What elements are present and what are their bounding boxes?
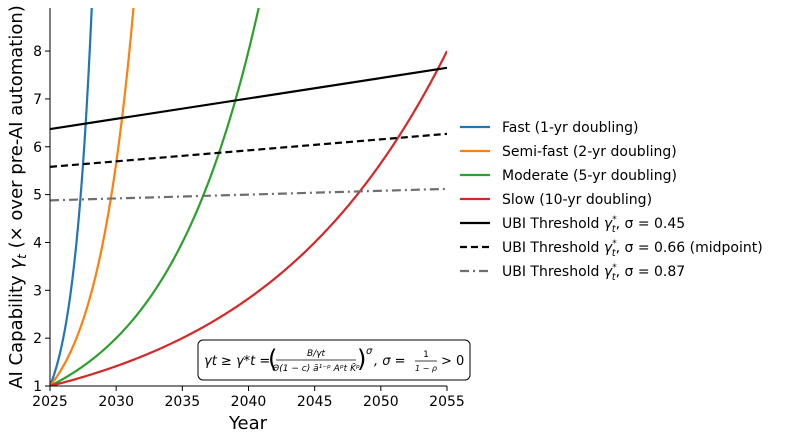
y-tick-label: 3 bbox=[33, 283, 42, 299]
x-tick-label: 2050 bbox=[363, 394, 399, 410]
y-axis-label: AI Capability γt (× over pre-AI automati… bbox=[6, 5, 29, 389]
legend-label-ubi-threshold-t-0-87: UBI Threshold γ* t, σ = 0.87 bbox=[502, 263, 685, 283]
y-tick-label: 4 bbox=[33, 235, 42, 251]
series-line-slow-10-yr-doubling bbox=[50, 50, 447, 386]
legend: Fast (1-yr doubling) Semi-fast (2-yr doub… bbox=[460, 120, 763, 283]
y-tick-label: 8 bbox=[33, 44, 42, 60]
annotation-numerator: B/γt bbox=[307, 349, 326, 359]
series-line-moderate-5-yr-doubling bbox=[50, 8, 260, 386]
annotation-frac-den: 1 − ρ bbox=[415, 364, 437, 373]
legend-label-semi-fast-2-yr-doubling: Semi-fast (2-yr doubling) bbox=[502, 144, 677, 160]
x-axis-label: Year bbox=[228, 413, 268, 434]
series-line-ubi-threshold-t-0-87 bbox=[50, 187, 447, 202]
series-line-semi-fast-2-yr-doubling bbox=[50, 8, 135, 386]
annotation-rhs: , σ = bbox=[374, 354, 406, 369]
legend-label-moderate-5-yr-doubling: Moderate (5-yr doubling) bbox=[502, 168, 677, 184]
y-tick-label: 5 bbox=[33, 188, 42, 204]
legend-label-ubi-threshold-t-0-45: UBI Threshold γ* t, σ = 0.45 bbox=[502, 215, 685, 235]
x-tick-label: 2055 bbox=[429, 394, 465, 410]
y-tick-label: 2 bbox=[33, 331, 42, 347]
y-tick-label: 6 bbox=[33, 140, 42, 156]
legend-label-slow-10-yr-doubling: Slow (10-yr doubling) bbox=[502, 192, 652, 208]
plot-area bbox=[49, 8, 447, 387]
svg-text:AI Capability γt (× over pre-A: AI Capability γt (× over pre-AI automati… bbox=[6, 5, 29, 389]
annotation-paren-left: ( bbox=[268, 345, 277, 373]
annotation-lhs: γt ≥ γ*t = bbox=[204, 354, 270, 369]
x-tick-label: 2040 bbox=[231, 394, 267, 410]
annotation-tail: > 0 bbox=[441, 354, 464, 369]
series-line-fast-1-yr-doubling bbox=[50, 8, 93, 386]
x-tick-label: 2030 bbox=[98, 394, 134, 410]
annotation-exponent: σ bbox=[366, 346, 373, 357]
x-tick-label: 2035 bbox=[165, 394, 201, 410]
annotation-denominator: Θ(1 − c) ā¹⁻ᵖ Aᵖt K̄ᵖ bbox=[272, 362, 360, 374]
x-tick-label: 2045 bbox=[297, 394, 333, 410]
annotation-frac-num: 1 bbox=[423, 350, 429, 360]
annotation-paren-right: ) bbox=[357, 345, 366, 373]
formula-annotation: γt ≥ γ*t = ( B/γt Θ(1 − c) ā¹⁻ᵖ Aᵖt K̄ᵖ … bbox=[197, 339, 471, 381]
y-tick-label: 7 bbox=[33, 92, 42, 108]
legend-label-ubi-threshold-t-0-66-midpoint: UBI Threshold γ* t, σ = 0.66 (midpoint) bbox=[502, 239, 763, 259]
series-line-ubi-threshold-t-0-45 bbox=[50, 66, 447, 131]
legend-label-fast-1-yr-doubling: Fast (1-yr doubling) bbox=[502, 120, 638, 136]
y-tick-label: 1 bbox=[33, 379, 42, 395]
series-line-ubi-threshold-t-0-66-midpoint bbox=[50, 132, 447, 168]
x-tick-label: 2025 bbox=[32, 394, 68, 410]
